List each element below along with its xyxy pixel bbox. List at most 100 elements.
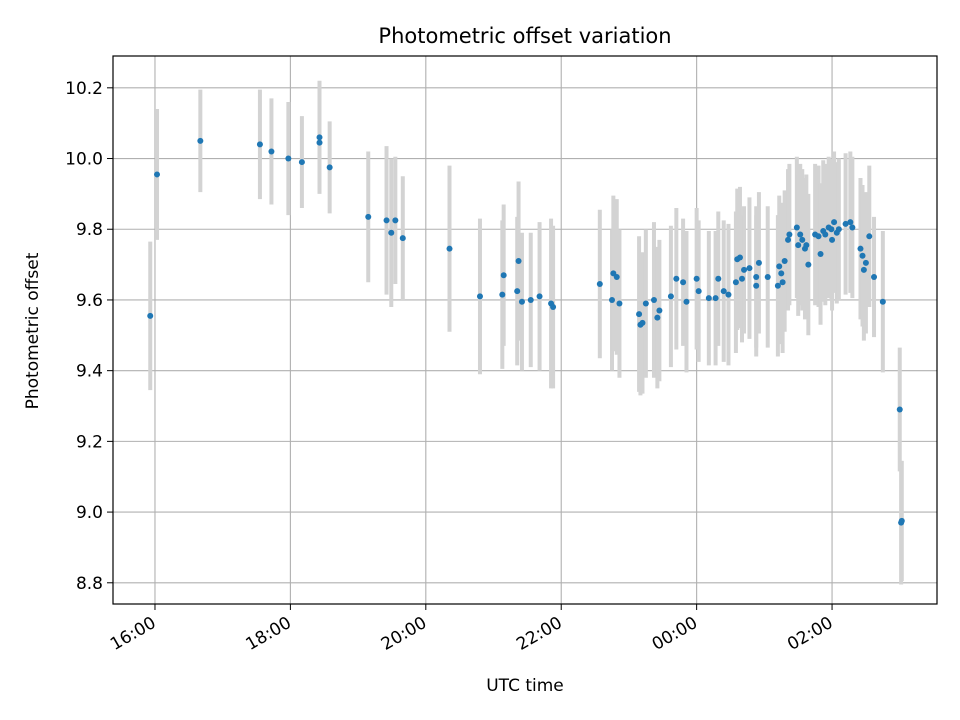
data-point [862, 259, 869, 266]
data-point [803, 242, 810, 249]
plot-frame [112, 55, 938, 605]
y-tick-label: 10.0 [65, 150, 103, 170]
data-point [898, 517, 905, 524]
data-point [365, 213, 372, 220]
data-point [847, 219, 854, 226]
data-point [298, 159, 305, 166]
data-point [636, 311, 643, 318]
data-point [667, 293, 674, 300]
data-point [842, 220, 849, 227]
data-point [654, 314, 661, 321]
data-point [736, 254, 743, 261]
data-point [514, 288, 521, 295]
data-point [817, 250, 824, 257]
data-point [197, 137, 204, 144]
data-point [795, 242, 802, 249]
data-point [857, 245, 864, 252]
data-point [753, 273, 760, 280]
data-point [896, 406, 903, 413]
data-point [712, 295, 719, 302]
data-point [596, 281, 603, 288]
x-axis-label: UTC time [486, 676, 564, 696]
data-point [860, 266, 867, 273]
data-point [399, 235, 406, 242]
data-points [147, 134, 905, 526]
data-point [732, 279, 739, 286]
data-point [316, 139, 323, 146]
data-point [725, 291, 732, 298]
data-point [680, 279, 687, 286]
data-point [476, 293, 483, 300]
data-point [779, 279, 786, 286]
data-point [650, 296, 657, 303]
data-point [799, 236, 806, 243]
data-point [715, 275, 722, 282]
data-point [693, 275, 700, 282]
data-point [879, 298, 886, 305]
y-tick-label: 9.2 [76, 432, 103, 452]
data-point [849, 224, 856, 231]
y-tick-label: 8.8 [76, 574, 103, 594]
data-point [527, 296, 534, 303]
data-point [673, 275, 680, 282]
y-tick-label: 10.2 [65, 79, 103, 99]
data-point [797, 231, 804, 238]
data-point [793, 224, 800, 231]
y-axis-ticks: 8.8 9.0 9.2 9.4 9.6 9.8 10.0 10.2 [65, 79, 113, 594]
data-point [720, 288, 727, 295]
data-point [147, 312, 154, 319]
y-tick-label: 9.8 [76, 220, 103, 240]
data-point [831, 219, 838, 226]
data-point [746, 265, 753, 272]
data-point [515, 258, 522, 265]
data-point [822, 231, 829, 238]
data-point [285, 155, 292, 162]
data-point [755, 259, 762, 266]
data-point [518, 298, 525, 305]
data-point [871, 273, 878, 280]
data-point [536, 293, 543, 300]
data-point [550, 304, 557, 311]
data-point [326, 164, 333, 171]
data-point [642, 300, 649, 307]
data-point [616, 300, 623, 307]
data-point [446, 245, 453, 252]
data-point [753, 282, 760, 289]
data-point [785, 236, 792, 243]
data-point [695, 288, 702, 295]
data-point [656, 307, 663, 314]
data-point [739, 275, 746, 282]
data-point [829, 236, 836, 243]
data-point [741, 266, 748, 273]
data-point [639, 319, 646, 326]
data-point [866, 233, 873, 240]
y-axis-label: Photometric offset [23, 252, 43, 409]
data-point [859, 252, 866, 259]
data-point [774, 282, 781, 289]
y-tick-label: 9.4 [76, 362, 103, 382]
data-point [683, 298, 690, 305]
data-point [500, 272, 507, 279]
data-point [268, 148, 275, 155]
y-tick-label: 9.0 [76, 503, 103, 523]
data-point [154, 171, 161, 178]
data-point [383, 217, 390, 224]
data-point [815, 233, 822, 240]
data-point [613, 273, 620, 280]
data-point [828, 226, 835, 233]
data-point [705, 295, 712, 302]
data-point [776, 263, 783, 270]
data-point [392, 217, 399, 224]
data-point [786, 231, 793, 238]
data-point [781, 258, 788, 265]
data-point [778, 270, 785, 277]
data-point [499, 291, 506, 298]
data-point [609, 296, 616, 303]
data-point [835, 226, 842, 233]
data-point [388, 229, 395, 236]
data-point [316, 134, 323, 141]
y-tick-label: 9.6 [76, 291, 103, 311]
data-point [256, 141, 263, 148]
data-point [805, 261, 812, 268]
